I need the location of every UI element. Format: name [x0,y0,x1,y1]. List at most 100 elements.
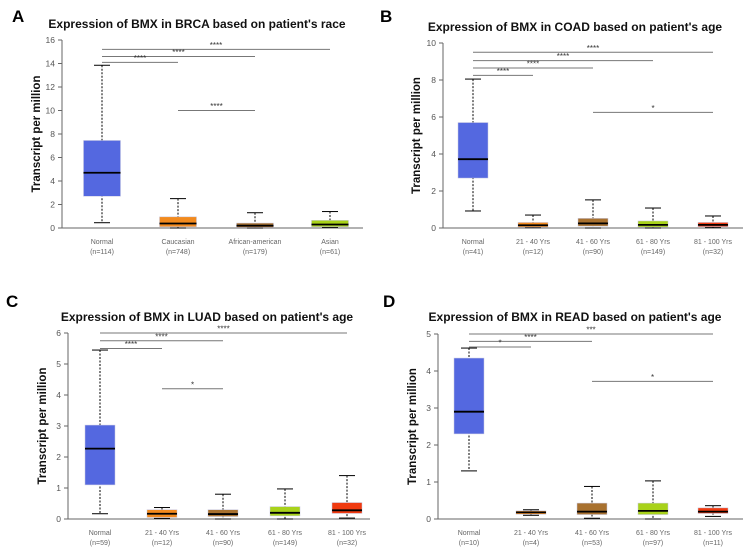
y-tick-label: 6 [56,328,61,338]
significance-label: * [498,338,501,347]
y-axis-label: Transcript per million [411,77,423,194]
significance-label: **** [134,54,146,63]
box-iqr [697,507,729,514]
panel-letter: B [380,7,392,26]
x-sample-size-label: (n=149) [273,540,297,547]
x-sample-size-label: (n=11) [703,540,723,547]
significance-label: **** [527,59,539,68]
box-iqr [576,502,608,515]
significance-label: * [191,380,194,389]
y-axis-label: Transcript per million [407,368,419,485]
significance-label: * [651,373,654,382]
x-category-label: 41 - 60 Yrs [575,530,610,537]
y-tick-label: 8 [431,75,436,85]
y-tick-label: 2 [426,440,431,450]
box-3 [269,488,301,520]
chart-title: Expression of BMX in COAD based on patie… [428,20,723,34]
x-category-label: Normal [462,239,485,246]
y-tick-label: 14 [46,59,56,69]
y-tick-label: 2 [56,452,61,462]
x-category-label: 41 - 60 Yrs [576,239,611,246]
box-2 [576,485,608,519]
box-2 [207,493,239,520]
x-category-label: 81 - 100 Yrs [694,530,733,537]
y-tick-label: 4 [50,176,55,186]
x-category-label: 21 - 40 Yrs [145,530,180,537]
panel-d: D Expression of BMX in READ based on pati… [383,292,743,547]
x-sample-size-label: (n=12) [152,540,172,547]
y-tick-label: 0 [426,514,431,524]
x-sample-size-label: (n=179) [243,249,267,256]
box-iqr [457,122,489,179]
box-4 [697,215,729,229]
x-category-label: Normal [89,530,112,537]
box-iqr [83,140,121,197]
x-category-label: Normal [458,530,481,537]
box-1 [159,198,197,229]
significance-label: **** [587,44,599,53]
x-category-label: 81 - 100 Yrs [328,530,367,537]
box-3 [637,480,669,520]
x-sample-size-label: (n=114) [90,249,114,256]
x-sample-size-label: (n=10) [459,540,479,547]
box-1 [146,507,178,519]
box-iqr [577,218,609,227]
significance-label: **** [125,340,137,349]
y-tick-label: 1 [426,477,431,487]
x-category-label: 61 - 80 Yrs [636,530,671,537]
y-tick-label: 2 [431,186,436,196]
x-sample-size-label: (n=90) [583,249,603,256]
y-tick-label: 4 [431,149,436,159]
x-category-label: Normal [91,239,114,246]
box-iqr [331,502,363,514]
x-category-label: 61 - 80 Yrs [636,239,671,246]
box-iqr [453,357,485,435]
x-sample-size-label: (n=53) [582,540,602,547]
y-tick-label: 0 [431,223,436,233]
box-0 [84,349,116,515]
y-tick-label: 16 [46,35,56,45]
panel-b: B Expression of BMX in COAD based on pati… [380,7,743,256]
significance-label: **** [524,333,536,342]
significance-label: **** [497,67,509,76]
x-category-label: Caucasian [161,239,194,246]
x-sample-size-label: (n=90) [213,540,233,547]
x-sample-size-label: (n=12) [523,249,543,256]
y-axis-label: Transcript per million [31,76,43,193]
x-category-label: 61 - 80 Yrs [268,530,303,537]
significance-label: **** [217,325,229,334]
x-category-label: Asian [321,239,339,246]
significance-label: **** [210,41,222,50]
panel-letter: A [12,7,24,26]
y-tick-label: 10 [46,106,56,116]
chart-title: Expression of BMX in BRCA based on patie… [48,17,345,31]
x-category-label: 41 - 60 Yrs [206,530,241,537]
box-4 [331,475,363,519]
y-tick-label: 8 [50,129,55,139]
x-category-label: 81 - 100 Yrs [694,239,733,246]
x-sample-size-label: (n=32) [337,540,357,547]
y-tick-label: 2 [50,200,55,210]
box-1 [515,509,547,516]
y-tick-label: 5 [56,359,61,369]
chart-title: Expression of BMX in LUAD based on patie… [61,310,354,324]
x-sample-size-label: (n=4) [523,540,540,547]
box-0 [457,78,489,212]
x-sample-size-label: (n=748) [166,249,190,256]
x-category-label: 21 - 40 Yrs [514,530,549,537]
box-iqr [637,502,669,515]
box-2 [236,212,274,229]
x-sample-size-label: (n=41) [463,249,483,256]
significance-label: **** [210,102,222,111]
x-sample-size-label: (n=59) [90,540,110,547]
chart-title: Expression of BMX in READ based on patie… [429,310,722,324]
x-category-label: 21 - 40 Yrs [516,239,551,246]
y-tick-label: 0 [56,514,61,524]
box-iqr [159,216,197,228]
y-tick-label: 6 [431,112,436,122]
y-axis-label: Transcript per million [37,368,49,485]
significance-label: *** [586,326,595,335]
y-tick-label: 10 [427,38,437,48]
box-iqr [84,424,116,486]
